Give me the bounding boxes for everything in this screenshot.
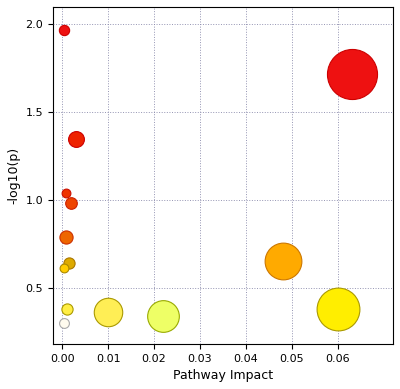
Point <box>335 306 341 312</box>
X-axis label: Pathway Impact: Pathway Impact <box>173 369 273 382</box>
Point <box>66 260 72 266</box>
Point <box>160 313 166 319</box>
Point <box>73 135 79 142</box>
Point <box>348 70 355 77</box>
Point <box>61 320 68 326</box>
Y-axis label: -log10(p): -log10(p) <box>7 147 20 204</box>
Point <box>61 265 68 272</box>
Point <box>63 190 69 196</box>
Point <box>64 306 70 312</box>
Point <box>61 26 68 33</box>
Point <box>280 258 286 265</box>
Point <box>105 309 111 315</box>
Point <box>63 234 69 240</box>
Point <box>68 200 74 207</box>
